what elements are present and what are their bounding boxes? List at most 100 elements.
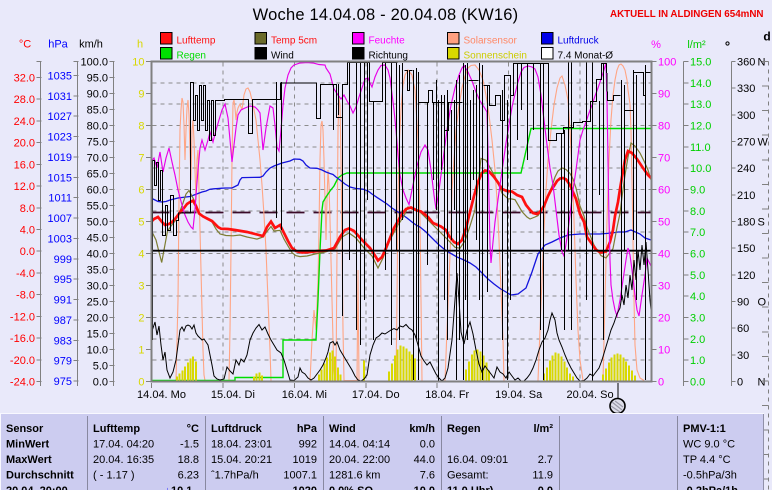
svg-text:983: 983 [54,335,72,347]
svg-text:10.0: 10.0 [414,485,435,490]
svg-text:8.0: 8.0 [20,203,35,215]
svg-text:30: 30 [658,281,670,293]
svg-text:-8.0: -8.0 [16,290,35,302]
svg-text:18.04. 23:01: 18.04. 23:01 [211,439,272,451]
svg-text:1003: 1003 [48,233,72,245]
svg-text:TP 4.4 °C: TP 4.4 °C [683,454,731,466]
svg-text:-4.0: -4.0 [16,268,35,280]
svg-text:30: 30 [737,350,749,362]
svg-text:Sonnenschein: Sonnenschein [464,51,527,62]
svg-text:0: 0 [658,377,664,389]
svg-text:330: 330 [737,83,755,95]
svg-text:45.0: 45.0 [87,233,108,245]
svg-text:979: 979 [54,356,72,368]
svg-text:1015: 1015 [48,172,72,184]
svg-text:3.0: 3.0 [690,312,705,324]
svg-text:Richtung: Richtung [369,51,408,62]
svg-text:100.0: 100.0 [80,57,108,69]
svg-text:Sensor: Sensor [6,423,44,435]
svg-text:PMV-1:1: PMV-1:1 [683,423,726,435]
svg-text:2: 2 [138,313,144,325]
svg-text:999: 999 [54,254,72,266]
svg-text:90: 90 [737,297,749,309]
svg-text:70: 70 [658,153,670,165]
svg-text:80.0: 80.0 [87,121,108,133]
svg-text:1007.1: 1007.1 [283,470,317,482]
svg-text:Woche 14.04.08 - 20.04.08 (KW1: Woche 14.04.08 - 20.04.08 (KW16) [253,6,519,24]
svg-text:2.7: 2.7 [538,454,553,466]
svg-text:120: 120 [737,270,755,282]
svg-text:Gesamt:: Gesamt: [447,470,489,482]
svg-text:Wind: Wind [329,423,356,435]
svg-text:1023: 1023 [48,132,72,144]
svg-text:13.0: 13.0 [690,99,711,111]
svg-text:40.0: 40.0 [87,249,108,261]
svg-text:6: 6 [138,185,144,197]
svg-text:80: 80 [658,121,670,133]
svg-text:hPa: hPa [297,423,318,435]
svg-text:%: % [651,39,661,51]
svg-text:5.0: 5.0 [690,270,705,282]
svg-text:1020: 1020 [293,485,317,490]
svg-text:°C: °C [187,423,199,435]
svg-text:35.0: 35.0 [87,265,108,277]
svg-text:11.0: 11.0 [690,142,711,154]
svg-text:-0.2hPa/1h: -0.2hPa/1h [683,485,738,490]
svg-text:20.04. So: 20.04. So [567,389,614,401]
svg-text:20: 20 [658,313,670,325]
svg-text:N: N [758,57,766,69]
svg-text:992: 992 [299,439,317,451]
svg-text:10.1: 10.1 [171,485,192,490]
svg-text:°C: °C [19,39,31,51]
svg-text:10: 10 [658,345,670,357]
svg-text:N: N [758,377,766,389]
svg-text:987: 987 [54,315,72,327]
svg-text:7.6: 7.6 [420,470,435,482]
svg-text:50.0: 50.0 [87,217,108,229]
svg-text:50: 50 [658,217,670,229]
svg-text:Wind: Wind [271,51,294,62]
svg-text:1031: 1031 [48,91,72,103]
svg-text:hPa: hPa [48,39,68,51]
svg-text:11.9: 11.9 [532,470,553,482]
svg-text:8.0: 8.0 [690,206,705,218]
svg-text:10.0: 10.0 [87,345,108,357]
svg-text:7: 7 [138,153,144,165]
svg-text:-16.0: -16.0 [10,333,35,345]
svg-text:0.0: 0.0 [690,376,705,388]
svg-text:7.4 Monat-Ø: 7.4 Monat-Ø [558,51,614,62]
svg-text:0.0: 0.0 [420,439,435,451]
svg-text:1019: 1019 [48,152,72,164]
svg-text:MinWert: MinWert [6,439,50,451]
svg-text:210: 210 [737,190,755,202]
svg-text:150: 150 [737,243,755,255]
svg-text:60.0: 60.0 [87,185,108,197]
svg-text:10.0: 10.0 [690,163,711,175]
svg-text:d: d [763,30,770,44]
svg-text:-12.0: -12.0 [10,311,35,323]
svg-text:15.0: 15.0 [690,57,711,69]
svg-text:14.0: 14.0 [690,78,711,90]
svg-text:60: 60 [658,185,670,197]
svg-text:90.0: 90.0 [87,89,108,101]
svg-text:360: 360 [737,57,755,69]
svg-text:20.0: 20.0 [14,138,35,150]
svg-text:l/m²: l/m² [533,423,553,435]
svg-text:95.0: 95.0 [87,73,108,85]
svg-text:100: 100 [658,57,676,69]
svg-text:Luftdruck: Luftdruck [558,36,600,47]
svg-text:75.0: 75.0 [87,137,108,149]
svg-text:6.23: 6.23 [178,470,199,482]
svg-text:16.04. Mi: 16.04. Mi [282,389,327,401]
svg-text:↓: ↓ [165,485,171,490]
svg-text:0: 0 [138,377,144,389]
svg-text:995: 995 [54,274,72,286]
svg-text:30.0: 30.0 [87,281,108,293]
svg-text:12.0: 12.0 [14,181,35,193]
svg-text:20.04. 16:35: 20.04. 16:35 [93,454,154,466]
svg-text:9.0: 9.0 [690,184,705,196]
svg-text:44.0: 44.0 [414,454,435,466]
svg-text:18.8: 18.8 [178,454,199,466]
svg-text:300: 300 [737,110,755,122]
svg-text:Feuchte: Feuchte [369,36,406,47]
